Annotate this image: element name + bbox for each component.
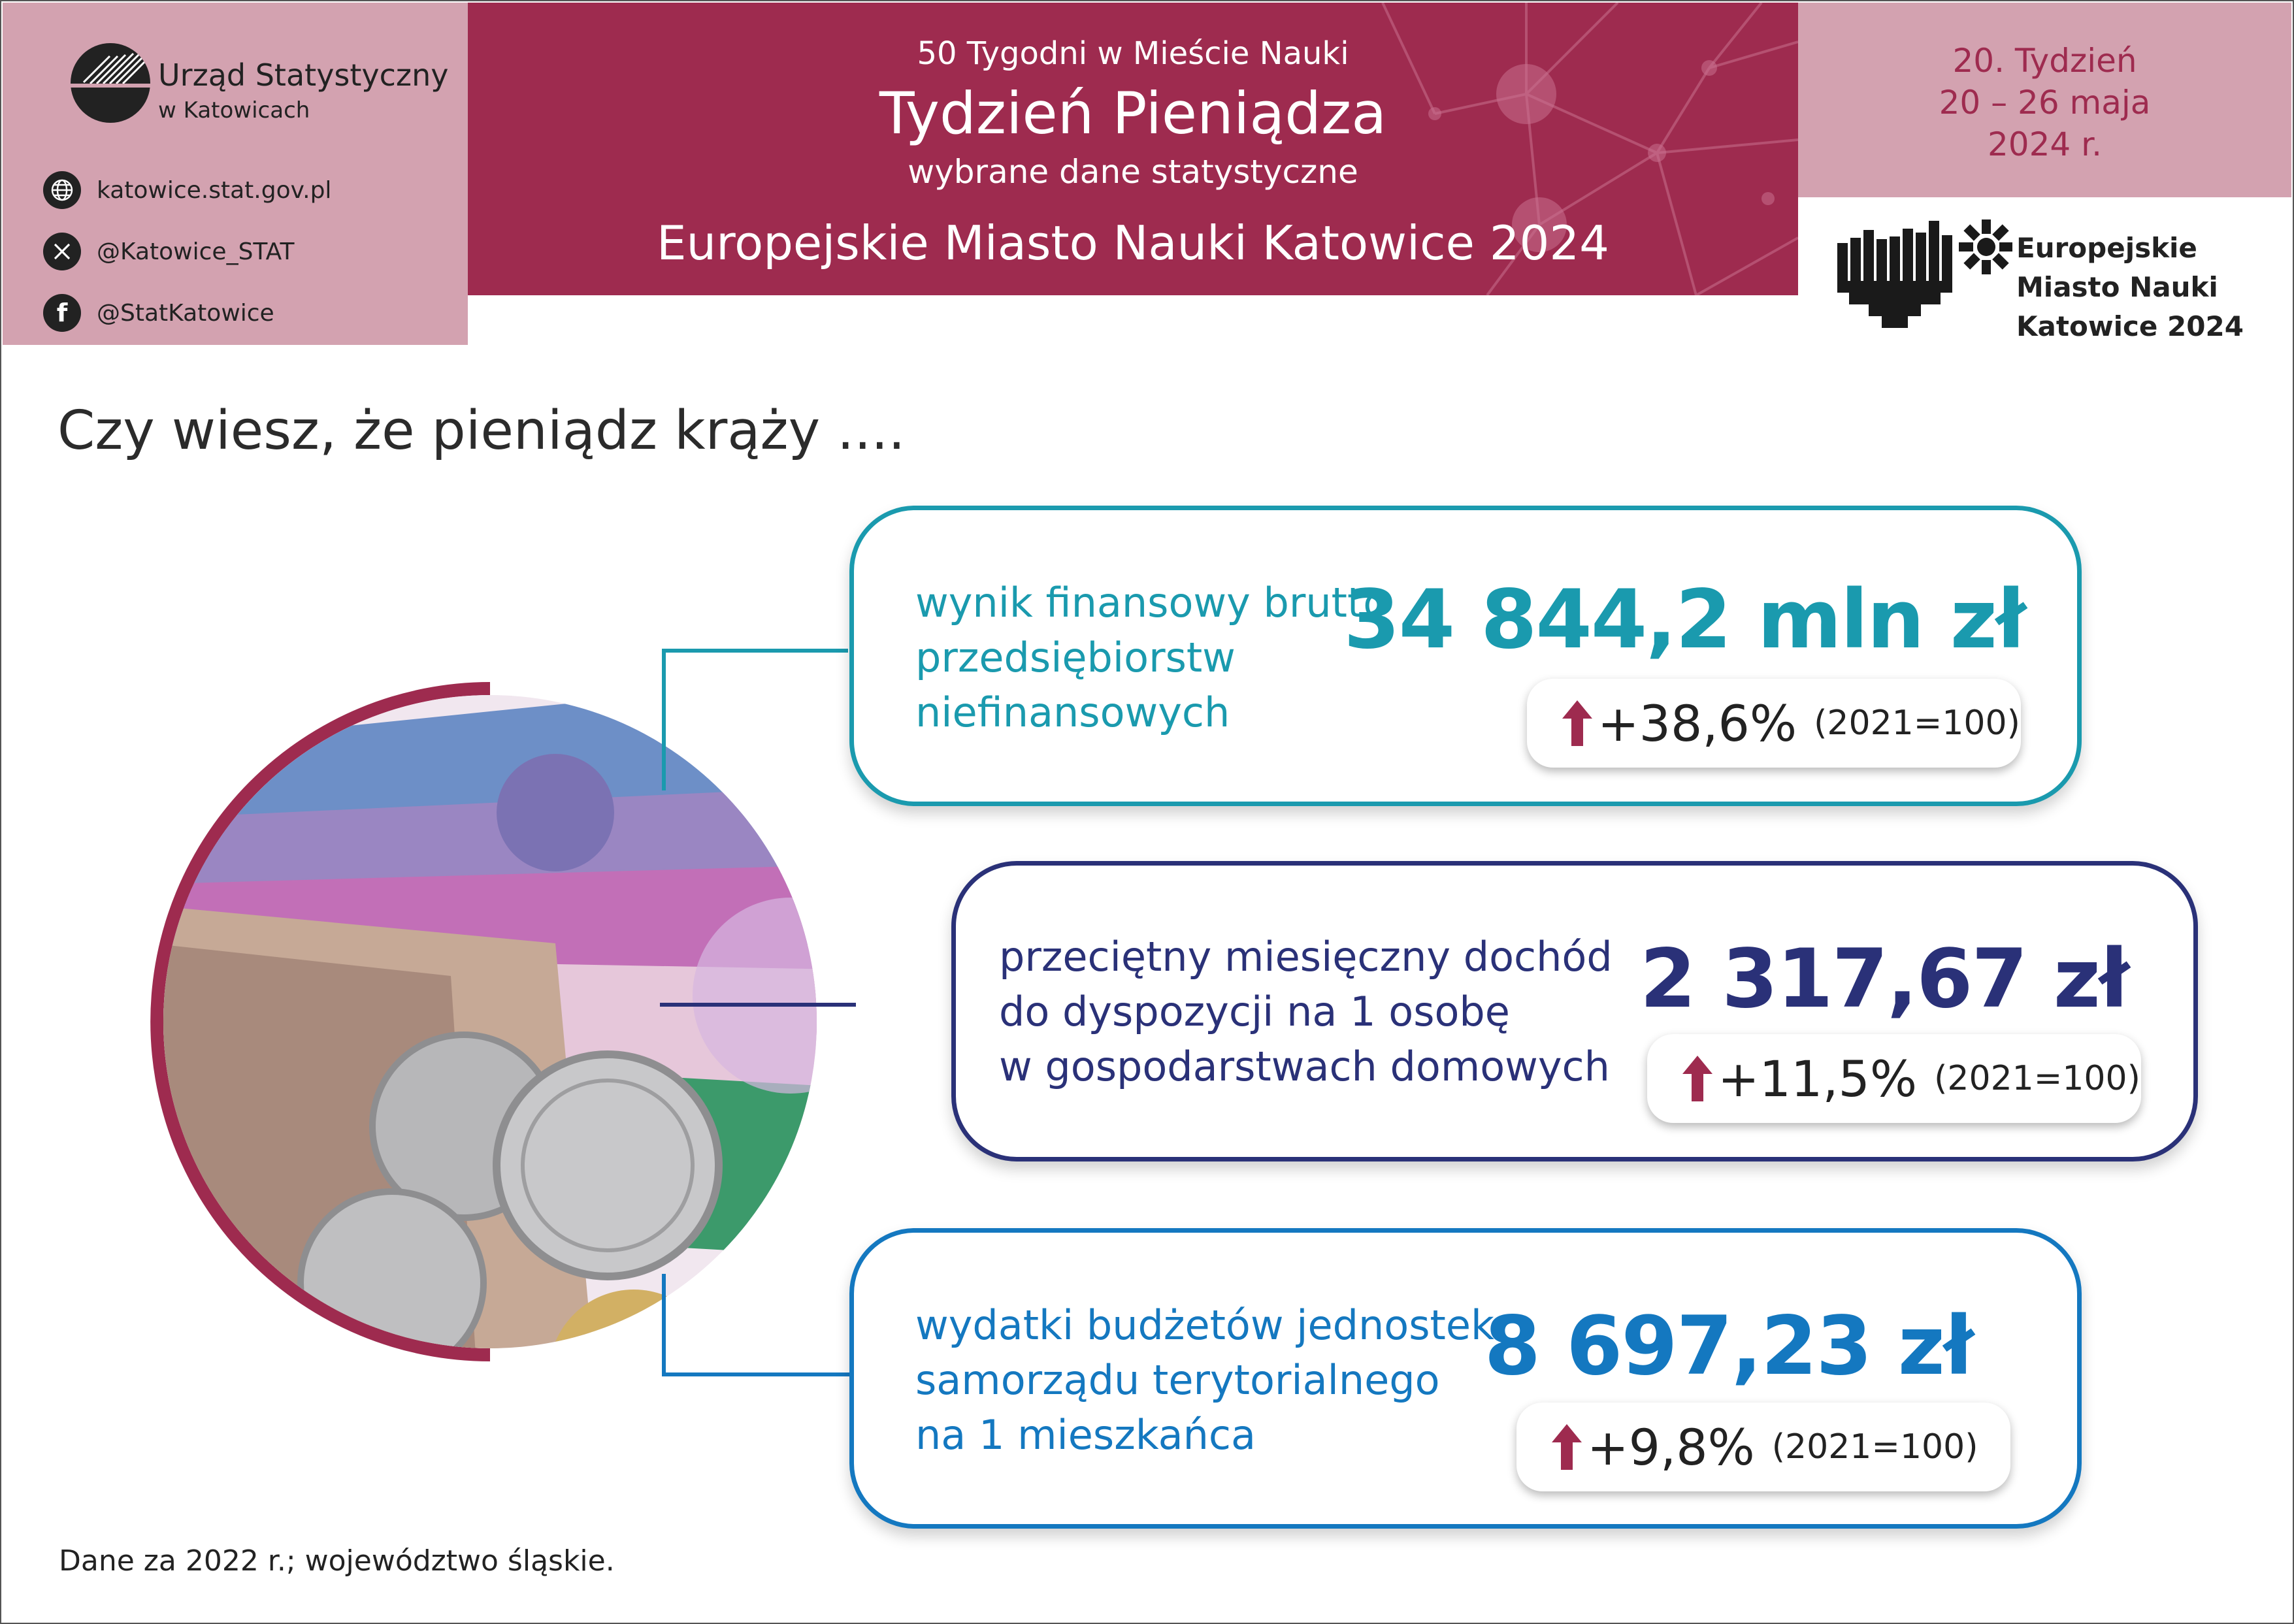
contact-facebook-text[interactable]: @StatKatowice bbox=[97, 299, 274, 327]
header-banner: 50 Tygodni w Mieście Nauki Tydzień Pieni… bbox=[468, 3, 1798, 295]
week-dates: 20 – 26 maja bbox=[1939, 84, 2151, 122]
stat-label: wynik finansowy brutto przedsiębiorstw n… bbox=[915, 579, 1388, 736]
change-pill: +11,5% (2021=100) bbox=[1647, 1034, 2141, 1123]
contact-website[interactable]: katowice.stat.gov.pl bbox=[43, 170, 331, 210]
footnote: Dane za 2022 r.; województwo śląskie. bbox=[59, 1544, 615, 1578]
week-year: 2024 r. bbox=[1988, 125, 2102, 163]
contact-x[interactable]: @Katowice_STAT bbox=[43, 231, 294, 272]
stat-card-local-budget-expenditure: wydatki budżetów jednostek samorządu ter… bbox=[849, 1228, 2082, 1529]
x-logo-icon bbox=[43, 233, 81, 270]
header-left-panel: Urząd Statystyczny w Katowicach katowice… bbox=[3, 3, 468, 345]
change-pill: +38,6% (2021=100) bbox=[1527, 679, 2021, 768]
change-value: +38,6% bbox=[1598, 694, 1797, 753]
contact-x-text[interactable]: @Katowice_STAT bbox=[97, 238, 295, 265]
header-title: Tydzień Pieniądza bbox=[879, 80, 1387, 147]
stat-value: 2 317,67 zł bbox=[1639, 932, 2129, 1026]
lead-heading: Czy wiesz, że pieniądz krąży .... bbox=[57, 400, 906, 462]
contact-facebook[interactable]: f @StatKatowice bbox=[43, 293, 274, 333]
globe-icon bbox=[43, 171, 81, 209]
emn-logo-icon bbox=[1837, 219, 2012, 328]
connector-lines bbox=[660, 649, 856, 1376]
stat-value: 8 697,23 zł bbox=[1484, 1299, 1974, 1393]
stat-label: przeciętny miesięczny dochód do dyspozyc… bbox=[999, 933, 1613, 1090]
network-decoration-icon bbox=[1381, 3, 1798, 295]
stat-card-household-income: przeciętny miesięczny dochód do dyspozyc… bbox=[951, 861, 2198, 1161]
change-pill: +9,8% (2021=100) bbox=[1516, 1403, 2010, 1491]
arrow-up-icon bbox=[1562, 700, 1592, 746]
facebook-icon: f bbox=[43, 294, 81, 332]
money-photo bbox=[150, 682, 817, 1361]
header-event: Europejskie Miasto Nauki Katowice 2024 bbox=[657, 216, 1609, 270]
change-value: +11,5% bbox=[1718, 1049, 1918, 1108]
org-subtitle: w Katowicach bbox=[158, 97, 310, 123]
change-value: +9,8% bbox=[1587, 1418, 1755, 1476]
arrow-up-icon bbox=[1682, 1056, 1712, 1101]
org-logo-icon bbox=[71, 43, 150, 123]
org-name: Urząd Statystyczny bbox=[158, 57, 449, 93]
week-number: 20. Tydzień bbox=[1952, 42, 2137, 80]
change-base: (2021=100) bbox=[1934, 1059, 2140, 1098]
change-base: (2021=100) bbox=[1771, 1427, 1978, 1467]
change-base: (2021=100) bbox=[1814, 704, 2020, 743]
header-subtitle: wybrane dane statystyczne bbox=[908, 153, 1358, 191]
contact-website-text[interactable]: katowice.stat.gov.pl bbox=[97, 176, 332, 204]
stat-value: 34 844,2 mln zł bbox=[1343, 573, 2026, 667]
header-week-panel bbox=[1798, 3, 2291, 197]
stat-card-financial-result: wynik finansowy brutto przedsiębiorstw n… bbox=[849, 506, 2082, 806]
header-series: 50 Tygodni w Mieście Nauki bbox=[917, 35, 1349, 72]
emn-logo-text: Europejskie Miasto Nauki Katowice 2024 bbox=[2016, 232, 2244, 342]
stat-label: wydatki budżetów jednostek samorządu ter… bbox=[915, 1301, 1494, 1459]
arrow-up-icon bbox=[1552, 1424, 1582, 1470]
